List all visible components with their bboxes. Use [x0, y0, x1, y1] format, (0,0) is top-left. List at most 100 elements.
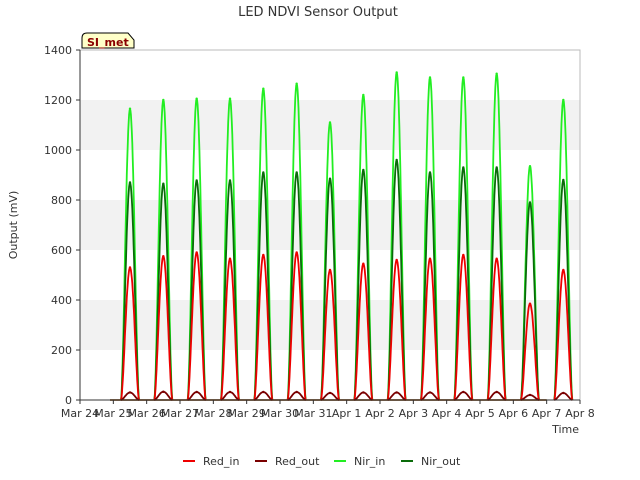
x-tick-label: Apr 5 — [465, 407, 495, 420]
y-tick-label: 1200 — [44, 94, 72, 107]
daily-peak-point — [162, 182, 165, 185]
daily-peak-point — [162, 390, 165, 393]
y-tick-label: 200 — [51, 344, 72, 357]
x-tick-label: Apr 2 — [365, 407, 395, 420]
daily-peak-point — [528, 201, 532, 204]
y-tick-label: 400 — [51, 294, 72, 307]
legend-item: Red_out — [255, 455, 320, 468]
legend-item: Nir_in — [334, 455, 385, 468]
x-tick-label: Apr 1 — [332, 407, 362, 420]
x-axis-label: Time — [551, 423, 579, 436]
daily-peak-point — [495, 72, 498, 75]
daily-peak-point — [462, 390, 465, 394]
legend-label: Red_in — [203, 455, 239, 468]
daily-peak-point — [562, 268, 565, 272]
daily-peak-point — [162, 98, 165, 102]
daily-peak-point — [195, 251, 198, 254]
daily-peak-point — [295, 82, 298, 85]
daily-curve — [153, 390, 173, 401]
daily-peak-point — [362, 168, 365, 172]
daily-peak-point — [262, 253, 265, 257]
daily-curve — [487, 391, 507, 401]
daily-peak-point — [328, 121, 332, 124]
daily-peak-point — [128, 266, 132, 269]
y-axis-ticks: 0 200 400 600 800 1000 1200 1400 — [44, 44, 80, 407]
daily-peak-point — [462, 253, 465, 257]
daily-peak-point — [162, 255, 165, 258]
x-tick-label: Mar 25 — [94, 407, 132, 420]
x-tick-label: Mar 24 — [61, 407, 99, 420]
legend-item: Red_in — [183, 455, 239, 468]
x-tick-label: Mar 31 — [294, 407, 332, 420]
daily-peak-point — [462, 166, 465, 169]
x-tick-label: Apr 7 — [532, 407, 562, 420]
daily-peak-point — [295, 171, 298, 174]
daily-peak-point — [195, 179, 198, 182]
grid-band — [80, 200, 580, 250]
daily-peak-point — [362, 262, 365, 265]
y-tick-label: 1000 — [44, 144, 72, 157]
y-tick-label: 0 — [65, 394, 72, 407]
daily-peak-point — [195, 97, 198, 100]
x-tick-label: Apr 8 — [565, 407, 595, 420]
daily-curve — [187, 391, 207, 401]
daily-peak-point — [328, 177, 332, 180]
daily-peak-point — [262, 87, 265, 90]
daily-peak-point — [562, 391, 565, 395]
daily-curve — [287, 391, 307, 401]
daily-peak-point — [195, 390, 198, 394]
x-tick-label: Mar 27 — [161, 407, 199, 420]
x-tick-label: Mar 29 — [228, 407, 266, 420]
daily-peak-point — [395, 258, 398, 262]
daily-peak-point — [295, 251, 298, 254]
daily-peak-point — [262, 171, 265, 174]
grid-band — [80, 300, 580, 350]
daily-peak-point — [362, 93, 365, 97]
daily-curve — [220, 391, 240, 401]
daily-peak-point — [562, 178, 565, 182]
daily-peak-point — [128, 181, 132, 184]
x-tick-label: Apr 4 — [432, 407, 462, 420]
x-tick-label: Mar 28 — [194, 407, 232, 420]
legend-label: Nir_in — [354, 455, 385, 468]
daily-peak-point — [295, 390, 298, 394]
daily-peak-point — [462, 76, 465, 79]
daily-peak-point — [428, 391, 432, 394]
daily-peak-point — [395, 391, 398, 394]
daily-peak-point — [428, 76, 432, 79]
daily-peak-point — [495, 257, 498, 260]
legend-item: Nir_out — [401, 455, 461, 468]
series-nir-out — [110, 158, 574, 401]
x-tick-label: Mar 30 — [261, 407, 299, 420]
x-tick-label: Apr 6 — [499, 407, 529, 420]
y-axis-label: Output (mV) — [7, 191, 20, 260]
daily-peak-point — [395, 158, 398, 162]
daily-peak-point — [562, 98, 565, 102]
legend-label: Red_out — [275, 455, 320, 468]
legend-label: Nir_out — [421, 455, 461, 468]
daily-peak-point — [228, 179, 232, 182]
daily-peak-point — [495, 390, 498, 394]
daily-peak-point — [128, 391, 132, 394]
site-badge-label: SI_met — [87, 36, 129, 49]
chart-title: LED NDVI Sensor Output — [238, 5, 398, 20]
daily-peak-point — [128, 107, 132, 110]
daily-peak-point — [362, 391, 365, 394]
daily-peak-point — [228, 97, 232, 100]
daily-peak-point — [428, 257, 432, 260]
daily-peak-point — [528, 302, 532, 305]
daily-peak-point — [328, 268, 332, 272]
site-badge: SI_met — [81, 32, 135, 49]
y-tick-label: 600 — [51, 244, 72, 257]
daily-peak-point — [495, 166, 498, 169]
x-tick-label: Apr 3 — [399, 407, 429, 420]
daily-peak-point — [328, 391, 332, 395]
daily-curve — [453, 391, 473, 401]
series-red-out — [110, 390, 573, 401]
daily-peak-point — [228, 257, 232, 260]
daily-peak-point — [528, 393, 532, 397]
daily-peak-point — [528, 165, 532, 168]
y-tick-label: 800 — [51, 194, 72, 207]
